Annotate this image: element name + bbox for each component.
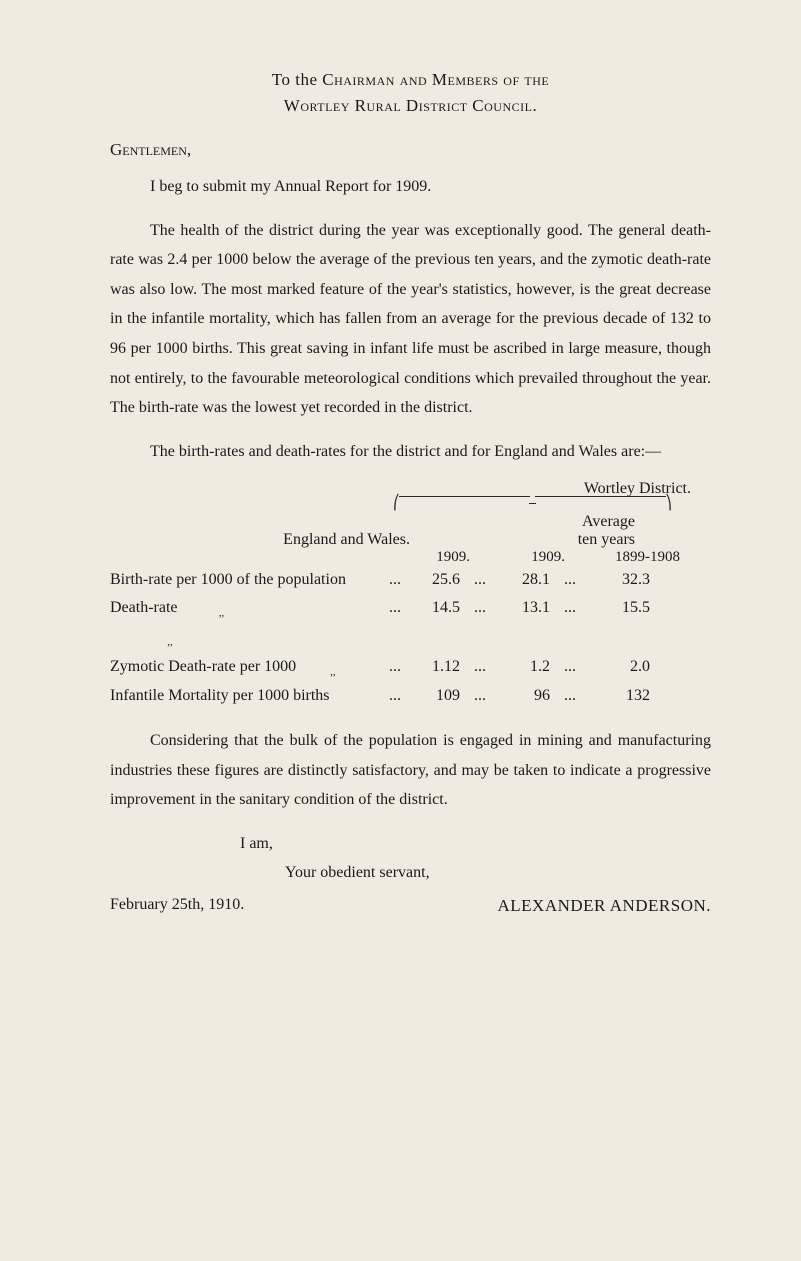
cell-v3: 2.0 bbox=[590, 653, 650, 682]
year-range: 1899-1908 bbox=[565, 549, 680, 566]
paragraph-1: I beg to submit my Annual Report for 190… bbox=[110, 172, 711, 202]
document-page: To the Chairman and Members of the Wortl… bbox=[110, 70, 711, 921]
title-line-1: To the Chairman and Members of the bbox=[110, 70, 711, 90]
signature-date: February 25th, 1910. bbox=[110, 890, 244, 921]
row-label: Infantile Mortality per 1000 births bbox=[110, 682, 380, 710]
paragraph-2: The health of the district during the ye… bbox=[110, 216, 711, 423]
title-prefix: To the bbox=[272, 70, 322, 89]
dots: ... bbox=[380, 594, 410, 653]
dots: ... bbox=[380, 566, 410, 594]
dots: ... bbox=[550, 566, 590, 594]
dots: ... bbox=[460, 653, 500, 682]
title-block: To the Chairman and Members of the Wortl… bbox=[110, 70, 711, 116]
cell-v1: 109 bbox=[410, 682, 460, 710]
year-blank bbox=[110, 549, 410, 566]
ditto-mark: ,, bbox=[330, 666, 336, 678]
cell-v2: 96 bbox=[500, 682, 550, 710]
paragraph-4: Considering that the bulk of the populat… bbox=[110, 726, 711, 815]
row-label: Death-rate ,, ,, bbox=[110, 594, 380, 653]
dots: ... bbox=[550, 682, 590, 710]
dots: ... bbox=[460, 566, 500, 594]
cell-v2: 13.1 bbox=[500, 594, 550, 653]
closing-iam: I am, bbox=[110, 829, 711, 859]
table-row: Zymotic Death-rate per 1000 ,, ... 1.12 … bbox=[110, 653, 711, 682]
row-label-text: Death-rate bbox=[110, 599, 178, 616]
ditto-mark: ,, bbox=[182, 604, 262, 623]
year-1909-b: 1909. bbox=[470, 549, 565, 566]
cell-v3: 32.3 bbox=[590, 566, 650, 594]
title-main-1: Chairman and Members of the bbox=[322, 70, 549, 89]
rates-table: Wortley District. ⎛⎺⎺⎺⎺⎺⎺⎺⎺⎺⎺⎯⎺⎺⎺⎺⎺⎺⎺⎺⎺⎺… bbox=[110, 480, 711, 710]
dots: ... bbox=[460, 594, 500, 653]
cell-v2: 1.2 bbox=[500, 653, 550, 682]
dots: ... bbox=[550, 594, 590, 653]
row-label: Birth-rate per 1000 of the population bbox=[110, 566, 380, 594]
closing-obedient: Your obedient servant, bbox=[110, 858, 711, 888]
table-row: Infantile Mortality per 1000 births ... … bbox=[110, 682, 711, 710]
year-row: 1909. 1909. 1899-1908 bbox=[110, 549, 711, 566]
header-tenyears: ten years bbox=[545, 531, 635, 549]
cell-v1: 14.5 bbox=[410, 594, 460, 653]
title-line-2: Wortley Rural District Council. bbox=[110, 96, 711, 116]
signature-row: February 25th, 1910. ALEXANDER ANDERSON. bbox=[110, 890, 711, 921]
dots: ... bbox=[380, 682, 410, 710]
cell-v1: 1.12 bbox=[410, 653, 460, 682]
salutation: Gentlemen, bbox=[110, 140, 711, 160]
cell-v3: 15.5 bbox=[590, 594, 650, 653]
cell-v2: 28.1 bbox=[500, 566, 550, 594]
header-row-avg: Average bbox=[110, 513, 711, 531]
table-row: Birth-rate per 1000 of the population ..… bbox=[110, 566, 711, 594]
cell-v3: 132 bbox=[590, 682, 650, 710]
dots: ... bbox=[550, 653, 590, 682]
header-row-ten: England and Wales. ten years bbox=[110, 531, 711, 549]
row-label-text: Zymotic Death-rate per 1000 bbox=[110, 658, 296, 675]
dots: ... bbox=[380, 653, 410, 682]
paragraph-3: The birth-rates and death-rates for the … bbox=[110, 437, 711, 467]
dots: ... bbox=[460, 682, 500, 710]
table-row: Death-rate ,, ,, ... 14.5 ... 13.1 ... 1… bbox=[110, 594, 711, 653]
row-label: Zymotic Death-rate per 1000 ,, bbox=[110, 653, 380, 682]
cell-v1: 25.6 bbox=[410, 566, 460, 594]
closing-block: I am, Your obedient servant, February 25… bbox=[110, 829, 711, 922]
header-average: Average bbox=[545, 513, 635, 531]
signature-name: ALEXANDER ANDERSON. bbox=[498, 890, 712, 921]
ditto-mark: ,, bbox=[110, 633, 230, 652]
header-england-wales: England and Wales. bbox=[110, 531, 410, 549]
brace-decoration: ⎛⎺⎺⎺⎺⎺⎺⎺⎺⎺⎺⎯⎺⎺⎺⎺⎺⎺⎺⎺⎺⎺⎞ bbox=[110, 500, 711, 508]
year-1909-a: 1909. bbox=[410, 549, 470, 566]
